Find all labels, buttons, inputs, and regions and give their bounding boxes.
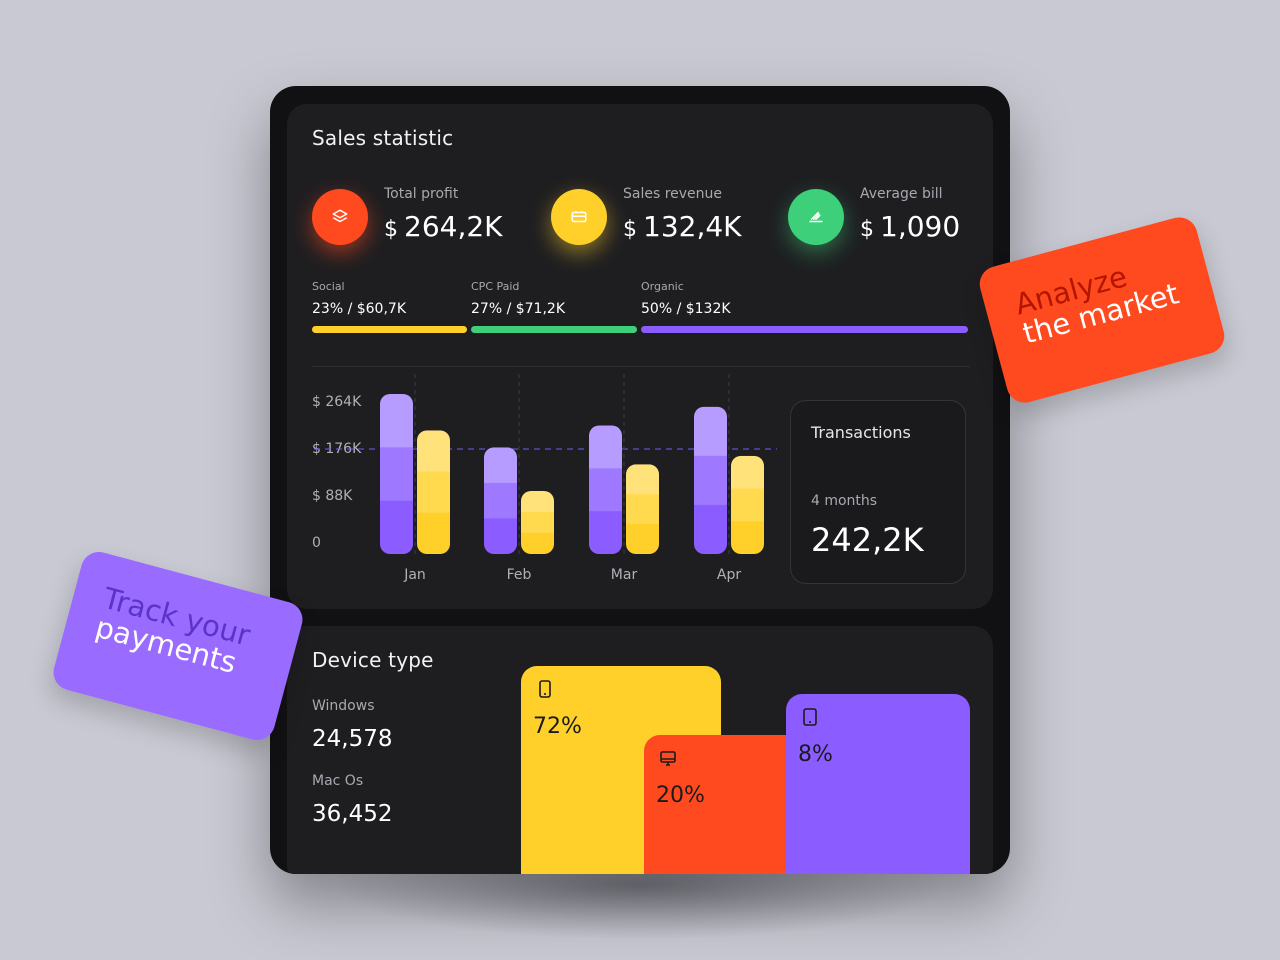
x-tick-label: Mar [610, 567, 638, 583]
dashboard-frame: Sales statistic Total profit $264,2K Sal… [270, 86, 1010, 874]
phone-icon [539, 680, 551, 698]
channel-value: 23% / $60,7K [312, 301, 406, 317]
channel-bar-social [312, 326, 467, 333]
bar-segment [484, 482, 517, 519]
sales-title: Sales statistic [312, 126, 454, 150]
bar-segment [380, 447, 413, 502]
currency-symbol: $ [384, 217, 398, 242]
os-value-macos: 36,452 [312, 801, 393, 827]
card-icon [551, 189, 607, 245]
bar-segment [417, 471, 450, 514]
bar-segment [589, 511, 622, 554]
bar-segment [626, 524, 659, 554]
bar-yellow-apr [731, 455, 764, 554]
bar-yellow-mar [626, 464, 659, 554]
kpi-label: Average bill [860, 186, 943, 202]
bar-purple-apr [694, 406, 727, 554]
bar-segment [484, 447, 517, 484]
channel-value: 50% / $132K [641, 301, 731, 317]
bar-segment [589, 468, 622, 512]
os-label-macos: Mac Os [312, 773, 364, 789]
bar-segment [521, 490, 554, 513]
device-title: Device type [312, 648, 434, 672]
x-tick-label: Jan [404, 567, 426, 583]
device-block-desktop[interactable]: 20% [644, 735, 804, 874]
bar-segment [694, 504, 727, 554]
os-value-windows: 24,578 [312, 726, 393, 752]
channel-bar-cpc-paid [471, 326, 637, 333]
y-tick-label: $ 88K [312, 488, 353, 504]
x-tick-label: Feb [506, 567, 532, 583]
channel-bar-organic [641, 326, 968, 333]
channel-label: CPC Paid [471, 280, 520, 293]
kpi-average-bill[interactable]: Average bill $1,090 [788, 186, 988, 246]
bar-segment [521, 511, 554, 534]
section-divider [312, 366, 970, 367]
monitor-icon [660, 751, 676, 766]
analyze-market-tag: Analyze the market [975, 213, 1229, 407]
bar-segment [589, 425, 622, 469]
bar-segment [731, 488, 764, 522]
channel-label: Social [312, 280, 345, 293]
transactions-card[interactable]: Transactions 4 months 242,2K [790, 400, 966, 584]
bar-segment [484, 518, 517, 554]
channel-cpc-paid: CPC Paid 27% / $71,2K [471, 280, 565, 317]
currency-symbol: $ [860, 217, 874, 242]
bar-segment [380, 394, 413, 448]
bar-segment [626, 464, 659, 495]
tablet-icon [803, 708, 817, 726]
sales-statistic-panel: Sales statistic Total profit $264,2K Sal… [287, 104, 993, 609]
kpi-amount: 264,2K [404, 210, 503, 243]
bar-yellow-feb [521, 490, 554, 554]
kpi-total-profit[interactable]: Total profit $264,2K [312, 186, 522, 246]
y-tick-label: $ 264K [312, 394, 362, 410]
channel-organic: Organic 50% / $132K [641, 280, 731, 317]
channel-social: Social 23% / $60,7K [312, 280, 406, 317]
kpi-label: Total profit [384, 186, 459, 202]
kpi-amount: 132,4K [643, 210, 742, 243]
device-type-panel: Device type Windows 24,578 Mac Os 36,452… [287, 626, 993, 874]
kpi-amount: 1,090 [880, 210, 961, 243]
channel-value: 27% / $71,2K [471, 301, 565, 317]
x-tick-label: Apr [716, 567, 742, 583]
bar-segment [521, 532, 554, 554]
bar-segment [694, 406, 727, 457]
bar-segment [694, 455, 727, 506]
bar-segment [731, 521, 764, 554]
bar-purple-feb [484, 447, 517, 554]
receipt-icon [788, 189, 844, 245]
bar-segment [417, 430, 450, 473]
transactions-title: Transactions [811, 423, 911, 442]
bar-purple-jan [380, 394, 413, 554]
device-percent: 72% [533, 714, 582, 739]
kpi-value: $264,2K [384, 210, 503, 243]
y-tick-label: 0 [312, 535, 321, 551]
bar-yellow-jan [417, 430, 450, 554]
device-percent: 8% [798, 742, 833, 767]
kpi-sales-revenue[interactable]: Sales revenue $132,4K [551, 186, 761, 246]
kpi-label: Sales revenue [623, 186, 723, 202]
channel-label: Organic [641, 280, 684, 293]
bar-segment [731, 455, 764, 490]
device-block-tablet[interactable]: 8% [786, 694, 970, 874]
bar-segment [626, 494, 659, 525]
bar-purple-mar [589, 425, 622, 554]
track-payments-tag: Track your payments [49, 547, 307, 745]
currency-symbol: $ [623, 217, 637, 242]
transactions-value: 242,2K [811, 521, 924, 559]
transactions-period: 4 months [811, 493, 878, 509]
kpi-value: $1,090 [860, 210, 960, 243]
os-label-windows: Windows [312, 698, 375, 714]
bar-chart [314, 374, 777, 554]
bar-segment [417, 512, 450, 554]
device-percent: 20% [656, 783, 705, 808]
layers-icon [312, 189, 368, 245]
kpi-value: $132,4K [623, 210, 742, 243]
bar-segment [380, 500, 413, 554]
